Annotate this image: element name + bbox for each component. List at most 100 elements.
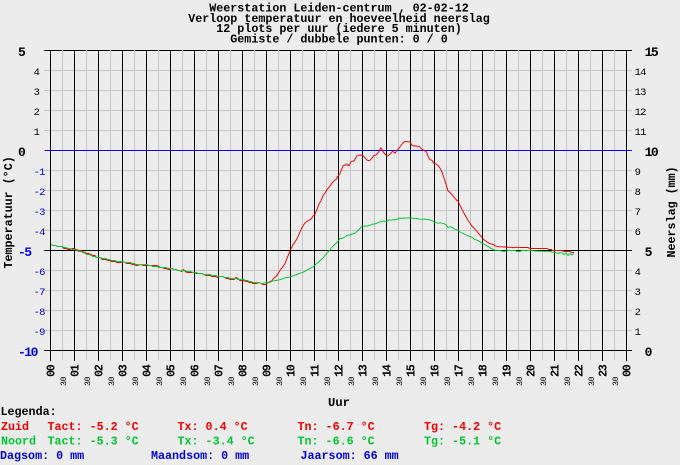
- svg-text:Dagsom: 0 mm: Dagsom: 0 mm: [0, 449, 84, 463]
- svg-text:30: 30: [588, 377, 597, 386]
- svg-text:-7: -7: [34, 287, 46, 299]
- svg-text:30: 30: [348, 377, 357, 386]
- svg-text:-10: -10: [18, 345, 39, 360]
- svg-text:Neerslag (mm): Neerslag (mm): [665, 166, 679, 257]
- svg-text:30: 30: [420, 377, 429, 386]
- svg-text:Temperatuur (°C): Temperatuur (°C): [2, 156, 16, 268]
- svg-text:30: 30: [252, 377, 261, 386]
- svg-text:04: 04: [142, 364, 155, 377]
- svg-text:20: 20: [526, 364, 539, 377]
- svg-text:Tact: -5.2 °C: Tact: -5.2 °C: [48, 420, 139, 434]
- svg-text:30: 30: [612, 377, 621, 386]
- svg-text:06: 06: [190, 364, 203, 377]
- svg-text:15: 15: [645, 45, 659, 60]
- svg-text:8: 8: [635, 187, 641, 199]
- svg-text:Gemiste / dubbele punten: 0 /: Gemiste / dubbele punten: 0 / 0: [230, 32, 447, 46]
- svg-text:0: 0: [645, 345, 653, 360]
- svg-text:2: 2: [34, 107, 40, 119]
- svg-text:-8: -8: [34, 307, 46, 319]
- svg-text:30: 30: [84, 377, 93, 386]
- svg-text:17: 17: [454, 364, 467, 377]
- svg-text:-4: -4: [34, 227, 46, 239]
- svg-text:5: 5: [645, 245, 653, 260]
- svg-text:9: 9: [635, 167, 641, 179]
- svg-text:3: 3: [635, 287, 641, 299]
- svg-text:Jaarsom: 66 mm: Jaarsom: 66 mm: [301, 449, 399, 463]
- svg-text:11: 11: [310, 364, 323, 377]
- svg-text:3: 3: [34, 87, 40, 99]
- svg-text:30: 30: [60, 377, 69, 386]
- svg-text:19: 19: [502, 364, 515, 377]
- svg-text:18: 18: [478, 364, 491, 377]
- svg-text:Zuid: Zuid: [1, 420, 29, 434]
- svg-text:4: 4: [34, 67, 40, 79]
- svg-text:30: 30: [396, 377, 405, 386]
- svg-text:Uur: Uur: [328, 396, 350, 410]
- svg-text:08: 08: [238, 364, 251, 377]
- svg-text:30: 30: [516, 377, 525, 386]
- svg-text:Tg: -4.2 °C: Tg: -4.2 °C: [424, 420, 501, 434]
- svg-text:21: 21: [550, 364, 563, 377]
- svg-text:-9: -9: [34, 327, 46, 339]
- svg-text:30: 30: [468, 377, 477, 386]
- svg-text:-6: -6: [34, 267, 46, 279]
- svg-text:10: 10: [645, 145, 659, 160]
- svg-text:12: 12: [334, 364, 347, 377]
- svg-text:Legenda:: Legenda:: [1, 405, 57, 419]
- svg-text:Tn: -6.6 °C: Tn: -6.6 °C: [298, 434, 375, 448]
- svg-text:22: 22: [574, 364, 587, 377]
- svg-text:00: 00: [46, 364, 59, 377]
- svg-text:-5: -5: [18, 245, 32, 260]
- svg-text:01: 01: [70, 364, 83, 377]
- svg-text:30: 30: [276, 377, 285, 386]
- svg-text:12: 12: [635, 107, 647, 119]
- svg-text:30: 30: [132, 377, 141, 386]
- svg-text:30: 30: [540, 377, 549, 386]
- svg-text:Tx: -3.4 °C: Tx: -3.4 °C: [178, 434, 255, 448]
- svg-text:02: 02: [94, 364, 107, 377]
- svg-text:23: 23: [598, 364, 611, 377]
- svg-text:30: 30: [324, 377, 333, 386]
- svg-text:4: 4: [635, 267, 641, 279]
- svg-text:12 plots per uur (iedere 5 min: 12 plots per uur (iedere 5 minuten): [216, 22, 461, 36]
- svg-text:11: 11: [635, 127, 647, 139]
- svg-text:7: 7: [635, 207, 641, 219]
- svg-text:30: 30: [108, 377, 117, 386]
- svg-text:Weerstation Leiden-centrum , 0: Weerstation Leiden-centrum , 02-02-12: [209, 2, 469, 16]
- svg-text:6: 6: [635, 227, 641, 239]
- svg-text:03: 03: [118, 364, 131, 377]
- svg-text:14: 14: [382, 364, 395, 377]
- svg-text:15: 15: [406, 364, 419, 377]
- svg-text:Maandsom: 0 mm: Maandsom: 0 mm: [151, 449, 249, 463]
- svg-text:Verloop temperatuur en hoeveel: Verloop temperatuur en hoeveelheid neers…: [188, 12, 490, 26]
- svg-text:14: 14: [635, 67, 647, 79]
- svg-text:30: 30: [180, 377, 189, 386]
- svg-text:Tact: -5.3 °C: Tact: -5.3 °C: [48, 434, 139, 448]
- svg-text:30: 30: [204, 377, 213, 386]
- svg-text:Tg: -5.1 °C: Tg: -5.1 °C: [424, 434, 501, 448]
- svg-text:10: 10: [286, 364, 299, 377]
- svg-text:30: 30: [444, 377, 453, 386]
- svg-text:30: 30: [372, 377, 381, 386]
- svg-text:30: 30: [228, 377, 237, 386]
- svg-text:2: 2: [635, 307, 641, 319]
- svg-text:Noord: Noord: [1, 434, 36, 448]
- svg-text:Tx: 0.4 °C: Tx: 0.4 °C: [178, 420, 248, 434]
- svg-text:09: 09: [262, 364, 275, 377]
- svg-text:-3: -3: [34, 207, 46, 219]
- svg-text:1: 1: [635, 327, 641, 339]
- svg-text:13: 13: [635, 87, 647, 99]
- svg-text:07: 07: [214, 364, 227, 377]
- svg-text:0: 0: [18, 145, 26, 160]
- svg-text:30: 30: [492, 377, 501, 386]
- svg-text:16: 16: [430, 364, 443, 377]
- svg-text:-1: -1: [34, 167, 46, 179]
- svg-text:30: 30: [156, 377, 165, 386]
- svg-text:Tn: -6.7 °C: Tn: -6.7 °C: [298, 420, 375, 434]
- svg-text:30: 30: [300, 377, 309, 386]
- svg-text:1: 1: [34, 127, 40, 139]
- svg-text:05: 05: [166, 364, 179, 377]
- svg-text:-2: -2: [34, 187, 46, 199]
- svg-text:5: 5: [18, 45, 26, 60]
- svg-text:13: 13: [358, 364, 371, 377]
